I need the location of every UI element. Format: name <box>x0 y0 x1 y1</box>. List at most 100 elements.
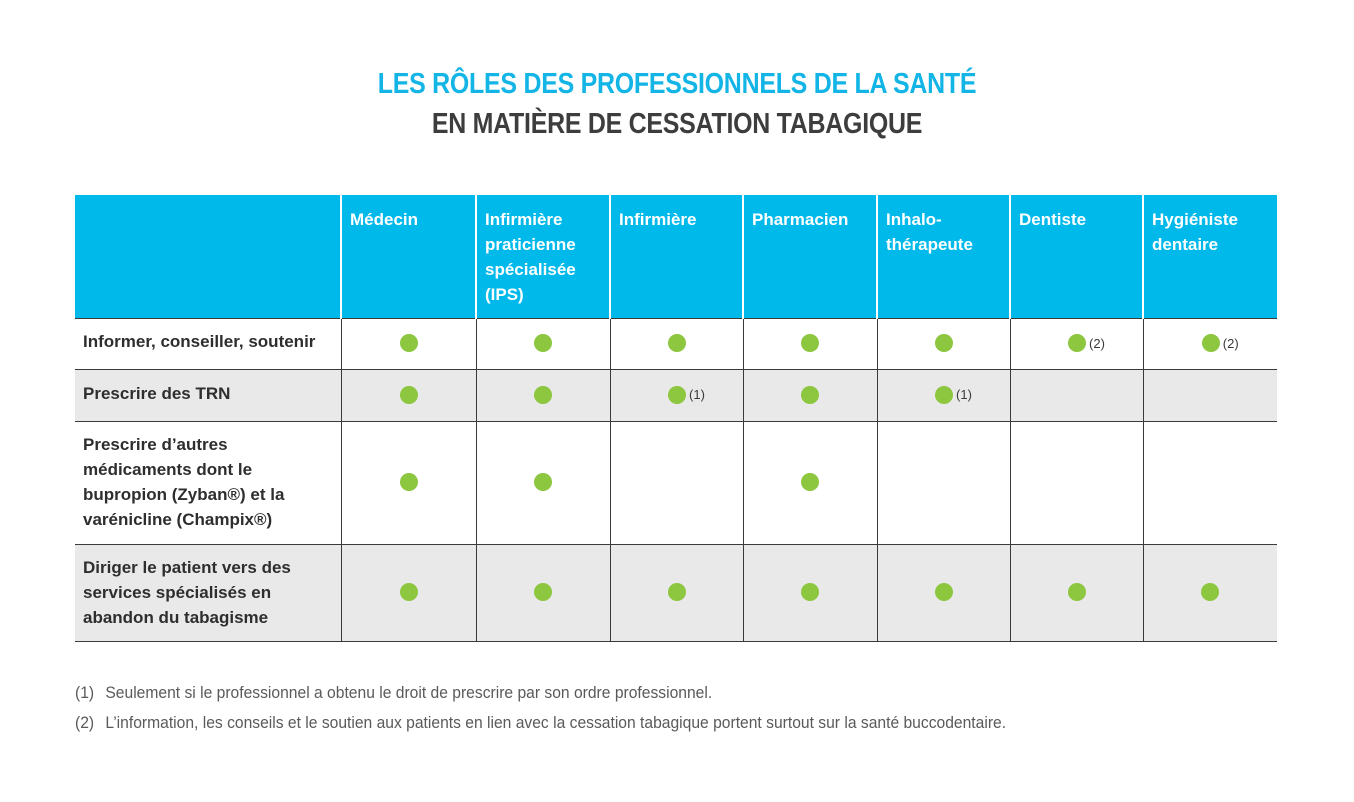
column-header-line: Dentiste <box>1019 210 1087 229</box>
column-header-line: praticienne <box>485 235 576 254</box>
role-cell-inhalotherapeute <box>876 317 1010 370</box>
green-dot-icon <box>399 385 418 404</box>
role-cell-pharmacien <box>742 544 877 642</box>
row-label-line: Informer, conseiller, soutenir <box>83 332 316 351</box>
role-mark <box>534 473 552 492</box>
row-label-line: bupropion (Zyban®) et la <box>83 484 285 504</box>
green-dot-icon <box>534 385 552 404</box>
column-header-line: Pharmacien <box>752 210 849 229</box>
role-cell-inhalotherapeute: (1) <box>876 369 1010 422</box>
table-header-row: Médecin Infirmière praticienne spécialisée (… <box>75 195 1277 318</box>
footnote-number: (1) <box>75 683 95 702</box>
column-header-line: thérapeute <box>886 235 973 254</box>
role-cell-hygieniste <box>1142 421 1277 545</box>
footnote-ref: (2) <box>1089 335 1105 351</box>
role-mark <box>801 385 819 404</box>
column-header-line: Médecin <box>350 210 419 229</box>
row-label-line: médicaments dont le <box>83 459 253 479</box>
role-mark <box>801 334 819 353</box>
role-cell-medecin <box>340 369 476 422</box>
table-row: Prescrire des TRN (1) (1) <box>75 369 1277 422</box>
green-dot-icon <box>399 334 418 353</box>
role-mark <box>399 473 418 492</box>
column-header-line: Infirmière <box>619 210 697 229</box>
role-cell-hygieniste <box>1142 369 1277 422</box>
green-dot-icon <box>934 334 953 353</box>
row-label-line: Prescrire des TRN <box>83 383 231 403</box>
table-row: Informer, conseiller, soutenir (2) (2) <box>75 317 1277 370</box>
column-header-infirmiere: Infirmière <box>609 195 743 318</box>
green-dot-icon <box>801 473 819 492</box>
column-header-medecin: Médecin <box>340 195 476 318</box>
column-header-line: dentaire <box>1152 235 1219 254</box>
role-cell-pharmacien <box>742 317 877 370</box>
green-dot-icon <box>801 385 819 404</box>
row-label-line: varénicline (Champix®) <box>83 509 273 529</box>
row-label: Prescrire d’autres médicaments dont le bup… <box>75 421 341 545</box>
column-header-ips: Infirmière praticienne spécialisée (IPS) <box>475 195 610 318</box>
footnote-text: L’information, les conseils et le soutie… <box>105 713 1007 732</box>
role-mark <box>667 583 686 602</box>
green-dot-icon <box>935 385 954 404</box>
role-mark: (2) <box>1201 334 1239 353</box>
green-dot-icon <box>534 583 552 602</box>
role-cell-pharmacien <box>742 369 877 422</box>
page-title: LES RÔLES DES PROFESSIONNELS DE LA SANTÉ <box>377 68 977 100</box>
footnote-ref: (1) <box>689 387 705 403</box>
role-cell-dentiste <box>1009 421 1143 545</box>
column-header-pharmacien: Pharmacien <box>742 195 877 318</box>
column-header-line: (IPS) <box>485 285 524 304</box>
column-header-dentiste: Dentiste <box>1009 195 1143 318</box>
green-dot-icon <box>801 583 819 602</box>
green-dot-icon <box>667 583 686 602</box>
role-mark <box>1067 583 1086 602</box>
role-mark <box>534 385 552 404</box>
column-header-hygieniste: Hygiéniste dentaire <box>1142 195 1277 318</box>
role-cell-pharmacien <box>742 421 877 545</box>
role-cell-ips <box>475 369 610 422</box>
column-header-line: Infirmière <box>485 210 563 229</box>
green-dot-icon <box>801 334 819 353</box>
role-cell-ips <box>475 544 610 642</box>
role-cell-ips <box>475 317 610 370</box>
column-header-row-label-header <box>75 195 341 318</box>
role-cell-medecin <box>340 317 476 370</box>
column-header-line: Hygiéniste <box>1152 210 1238 229</box>
row-label-line: services spécialisés en <box>83 582 272 602</box>
role-cell-infirmiere <box>609 317 743 370</box>
row-label: Diriger le patient vers des services spéc… <box>75 544 341 642</box>
footnote: (2) L’information, les conseils et le sou… <box>75 708 1006 738</box>
table-row: Diriger le patient vers des services spéc… <box>75 544 1277 642</box>
role-cell-dentiste <box>1009 369 1143 422</box>
role-mark <box>667 334 686 353</box>
column-header-inhalotherapeute: Inhalo-thérapeute <box>876 195 1010 318</box>
page-subtitle: EN MATIÈRE DE CESSATION TABAGIQUE <box>431 108 923 140</box>
roles-table: Médecin Infirmière praticienne spécialisée (… <box>75 195 1277 642</box>
footnote: (1) Seulement si le professionnel a obten… <box>75 678 1006 708</box>
role-cell-infirmiere <box>609 544 743 642</box>
role-cell-medecin <box>340 544 476 642</box>
green-dot-icon <box>668 385 687 404</box>
table-row: Prescrire d’autres médicaments dont le bup… <box>75 421 1277 545</box>
role-mark <box>934 334 953 353</box>
role-mark: (2) <box>1068 334 1105 353</box>
role-mark <box>534 583 552 602</box>
row-label-line: Prescrire d’autres <box>83 434 228 454</box>
role-mark: (1) <box>668 385 705 404</box>
row-label-line: Diriger le patient vers des <box>83 557 291 577</box>
role-mark <box>399 583 418 602</box>
green-dot-icon <box>1067 583 1086 602</box>
green-dot-icon <box>534 473 552 492</box>
footnote-text: Seulement si le professionnel a obtenu l… <box>105 683 713 702</box>
role-cell-inhalotherapeute <box>876 544 1010 642</box>
role-mark <box>801 473 819 492</box>
column-header-line: spécialisée <box>485 260 576 279</box>
role-mark <box>801 583 819 602</box>
role-cell-hygieniste: (2) <box>1142 317 1277 370</box>
role-cell-ips <box>475 421 610 545</box>
role-cell-infirmiere: (1) <box>609 369 743 422</box>
role-cell-infirmiere <box>609 421 743 545</box>
column-header-line: Inhalo- <box>886 210 942 229</box>
role-cell-hygieniste <box>1142 544 1277 642</box>
role-cell-dentiste: (2) <box>1009 317 1143 370</box>
